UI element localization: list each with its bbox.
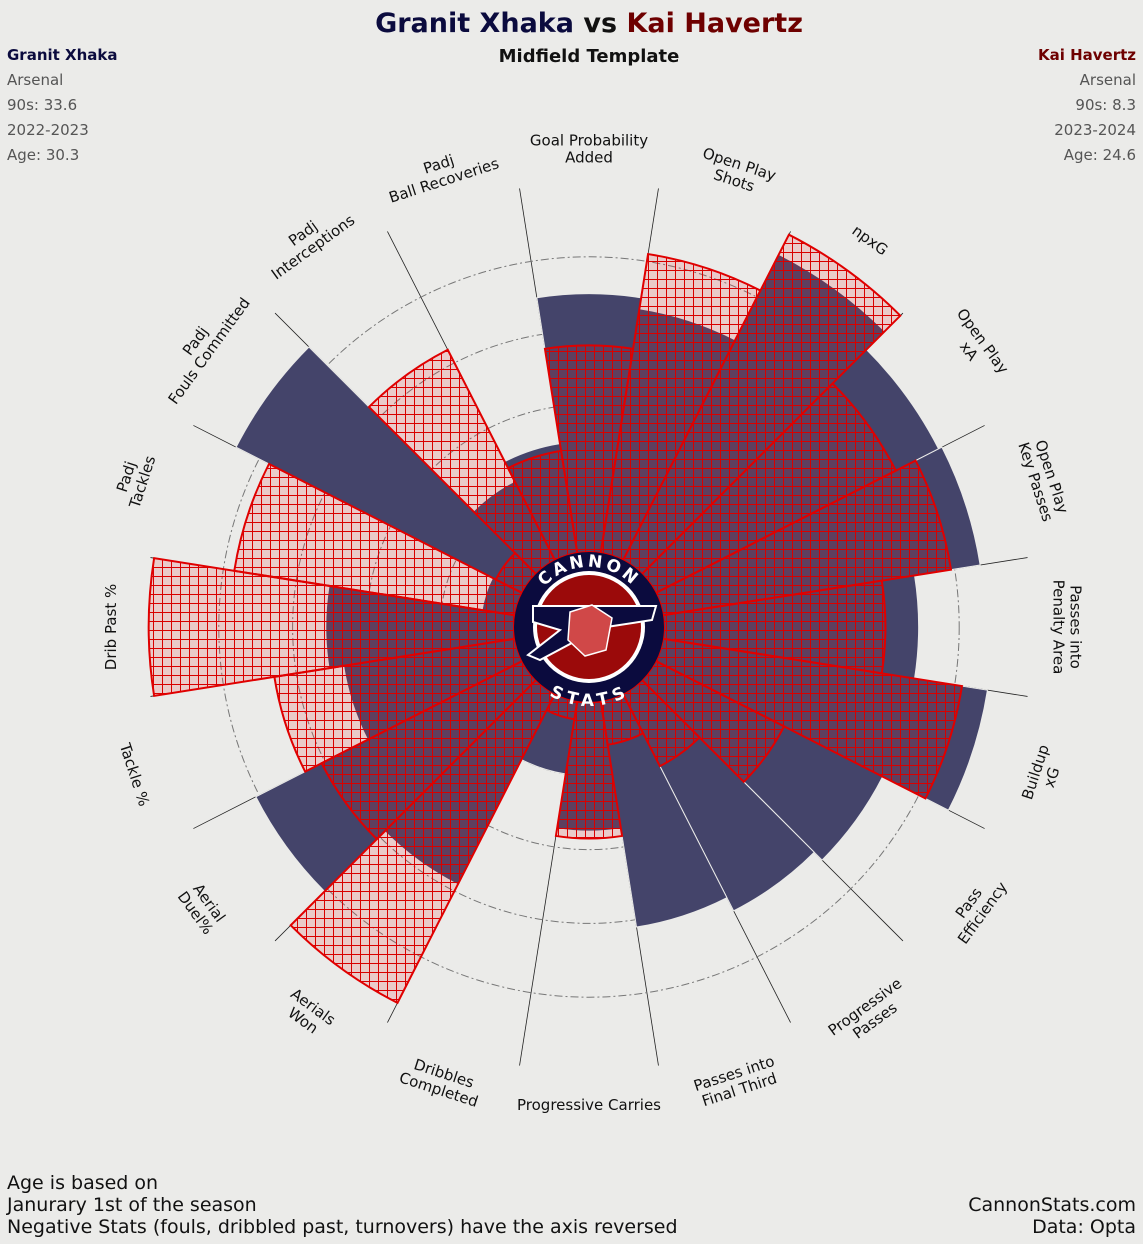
category-label: Drib Past % [102, 584, 120, 670]
player-info: Arsenal 90s: 33.6 2022-2023 Age: 30.3 Arsena… [7, 71, 1136, 164]
bar-2 [621, 233, 902, 576]
credit: CannonStats.com [968, 1194, 1136, 1216]
category-label: PadjTackles [109, 448, 159, 511]
category-label-line: xG [1039, 765, 1062, 790]
bar-2 [654, 459, 953, 617]
bar-2 [147, 556, 517, 698]
category-label-line: Drib Past % [102, 584, 120, 670]
player-2-name: Kai Havertz [1038, 46, 1136, 64]
grid-ring [218, 256, 960, 998]
category-label-line: Penalty Area [1050, 580, 1068, 675]
bars [147, 233, 989, 1005]
title-player-2: Kai Havertz [626, 8, 802, 39]
footer-note: Janurary 1st of the season [6, 1194, 257, 1216]
player-info-line: Arsenal [1080, 71, 1136, 89]
chart-title: Granit Xhaka vs Kai Havertz [375, 8, 803, 39]
credit: Data: Opta [1032, 1216, 1136, 1238]
category-label-line: Passes into [1067, 585, 1085, 669]
player-info-line: 90s: 8.3 [1075, 96, 1136, 114]
title-separator: vs [583, 8, 617, 39]
category-label-line: Goal Probability [530, 131, 648, 149]
logo-emblem [567, 604, 613, 657]
category-label-line: Progressive Carries [517, 1096, 661, 1114]
logo: CANNON STATS [514, 552, 664, 711]
category-label: Goal Probability Added [530, 131, 648, 166]
category-label: Passes intoPenalty Area [1050, 580, 1085, 675]
category-label: Progressive Carries [517, 1096, 661, 1114]
player-info-line: 90s: 33.6 [7, 96, 77, 114]
player-info-line: 2022-2023 [7, 121, 89, 139]
bar-2 [289, 678, 557, 1005]
player-1-name: Granit Xhaka [7, 46, 118, 64]
player-info-line: Age: 24.6 [1064, 146, 1136, 164]
player-info-line: 2023-2024 [1054, 121, 1136, 139]
bar-2 [233, 462, 524, 617]
player-info-line: Arsenal [7, 71, 63, 89]
bar-2 [654, 637, 964, 800]
subtitle: Midfield Template [499, 46, 680, 67]
footer-note: Negative Stats (fouls, dribbled past, tu… [7, 1216, 678, 1238]
category-label-line: Added [565, 148, 613, 166]
title-player-1: Granit Xhaka [375, 8, 574, 39]
footer-note: Age is based on [7, 1172, 158, 1194]
bar-2 [599, 252, 762, 562]
player-info-line: Age: 30.3 [7, 146, 79, 164]
logo-cannon [526, 605, 658, 662]
